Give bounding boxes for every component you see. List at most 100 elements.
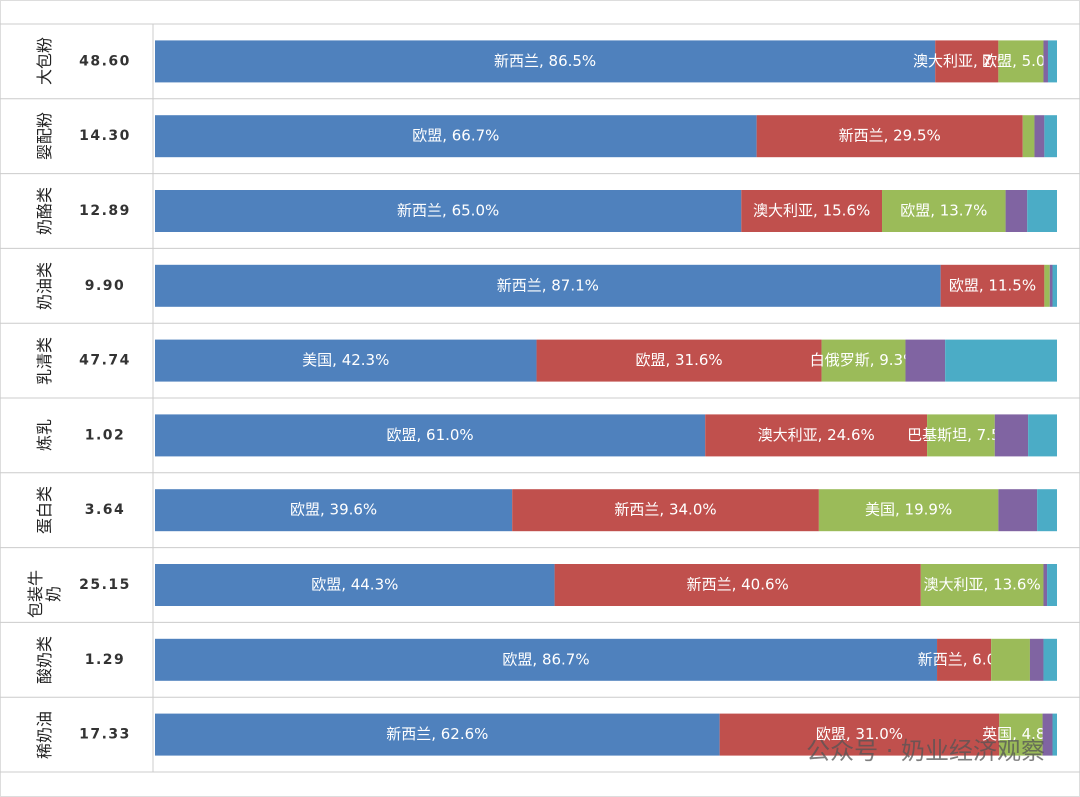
bar-segment — [1042, 713, 1053, 756]
bar-segment — [1027, 190, 1057, 232]
bar-segment — [1037, 489, 1057, 532]
row-total: 25.15 — [79, 577, 131, 593]
bar-segment — [994, 414, 1029, 457]
bar-segment — [1052, 713, 1057, 756]
bar-segment — [1052, 264, 1057, 307]
row-label: 蛋白类 — [35, 486, 54, 535]
bar-segment — [1029, 638, 1044, 681]
data-label: 欧盟, 66.7% — [412, 127, 499, 145]
bar-segment — [818, 489, 999, 532]
bar-segment — [998, 40, 1044, 83]
bar-segment — [905, 339, 946, 382]
bar-segment — [940, 264, 1045, 307]
watermark: 公众号 · 奶业经济观察 — [806, 737, 1045, 765]
bar-segment — [882, 190, 1006, 232]
bar-segment — [155, 638, 938, 681]
row-label: 稀奶油 — [35, 710, 54, 759]
bar-segment — [1028, 414, 1057, 457]
bar-segment — [998, 489, 1038, 532]
data-label: 美国, 19.9% — [865, 501, 952, 519]
data-label: 新西兰, 6.0% — [918, 650, 1011, 668]
data-label: 新西兰, 87.1% — [497, 276, 599, 294]
bar-segment — [155, 489, 513, 532]
bar-segment — [920, 564, 1044, 606]
data-label: 澳大利亚, 7.0% — [913, 52, 1021, 70]
data-label: 欧盟, 5.0% — [982, 52, 1060, 70]
data-label: 欧盟, 11.5% — [949, 276, 1036, 294]
bar-segment — [155, 115, 757, 158]
bar-segment — [937, 638, 992, 681]
bar-segment — [935, 40, 999, 83]
row-label: 婴配粉 — [35, 112, 54, 161]
data-label: 英国, 4.8% — [982, 725, 1060, 743]
bar-segment — [1047, 40, 1057, 83]
bar-segment — [991, 638, 1030, 681]
bar-segment — [756, 115, 1023, 158]
bar-segment — [155, 190, 742, 232]
data-label: 澳大利亚, 24.6% — [758, 426, 875, 444]
bar-segment — [1044, 264, 1050, 307]
bar-segment — [1047, 564, 1057, 606]
data-label: 新西兰, 65.0% — [397, 202, 499, 220]
bar-segment — [536, 339, 822, 382]
bar-segment — [1043, 564, 1048, 606]
row-total: 3.64 — [85, 502, 126, 518]
bar-segment — [741, 190, 883, 232]
data-label: 欧盟, 39.6% — [290, 501, 377, 519]
row-total: 17.33 — [79, 727, 131, 743]
bar-segment — [821, 339, 906, 382]
bar-segment — [945, 339, 1057, 382]
data-label: 新西兰, 86.5% — [494, 52, 596, 70]
row-label: 奶油类 — [35, 261, 54, 310]
bar-segment — [155, 264, 941, 307]
data-label: 新西兰, 29.5% — [839, 127, 941, 145]
bar-segment — [155, 339, 537, 382]
row-total: 9.90 — [85, 278, 126, 294]
data-label: 美国, 42.3% — [302, 351, 389, 369]
bar-segment — [1034, 115, 1045, 158]
bar-segment — [1005, 190, 1028, 232]
data-label: 欧盟, 86.7% — [502, 650, 589, 668]
data-label: 欧盟, 44.3% — [311, 576, 398, 594]
data-label: 欧盟, 61.0% — [387, 426, 474, 444]
row-label: 奶酪类 — [35, 187, 54, 236]
data-label: 澳大利亚, 13.6% — [924, 576, 1041, 594]
row-label: 酸奶类 — [35, 635, 54, 684]
data-label: 新西兰, 62.6% — [386, 725, 488, 743]
row-label: 炼乳 — [35, 419, 54, 452]
bar-segment — [1043, 40, 1048, 83]
bar-segment — [999, 713, 1043, 756]
bar-segment — [927, 414, 995, 457]
row-label: 包装牛奶 — [26, 570, 63, 619]
bar-segment — [512, 489, 819, 532]
data-label: 欧盟, 13.7% — [900, 202, 987, 220]
bar-segment — [155, 414, 706, 457]
row-total: 1.29 — [85, 652, 126, 668]
bar-segment — [719, 713, 1000, 756]
bar-segment — [1049, 264, 1053, 307]
bar-segment — [1022, 115, 1035, 158]
row-label: 乳清类 — [35, 336, 54, 385]
bar-segment — [155, 564, 555, 606]
data-label: 新西兰, 40.6% — [687, 576, 789, 594]
bar-segment — [155, 713, 720, 756]
row-label: 大包粉 — [35, 37, 54, 86]
row-total: 47.74 — [79, 353, 131, 369]
bar-segment — [705, 414, 928, 457]
row-total: 12.89 — [79, 203, 131, 219]
row-total: 48.60 — [79, 53, 131, 69]
data-label: 欧盟, 31.0% — [816, 725, 903, 743]
data-label: 巴基斯坦, 7.5% — [907, 426, 1015, 444]
row-total: 14.30 — [79, 128, 131, 144]
data-label: 新西兰, 34.0% — [614, 501, 716, 519]
bar-segment — [1044, 115, 1057, 158]
row-total: 1.02 — [85, 427, 126, 443]
bar-segment — [554, 564, 921, 606]
data-label: 欧盟, 31.6% — [635, 351, 722, 369]
bar-segment — [1043, 638, 1057, 681]
data-label: 白俄罗斯, 9.3% — [810, 351, 918, 369]
bar-segment — [155, 40, 936, 83]
data-label: 澳大利亚, 15.6% — [753, 202, 870, 220]
